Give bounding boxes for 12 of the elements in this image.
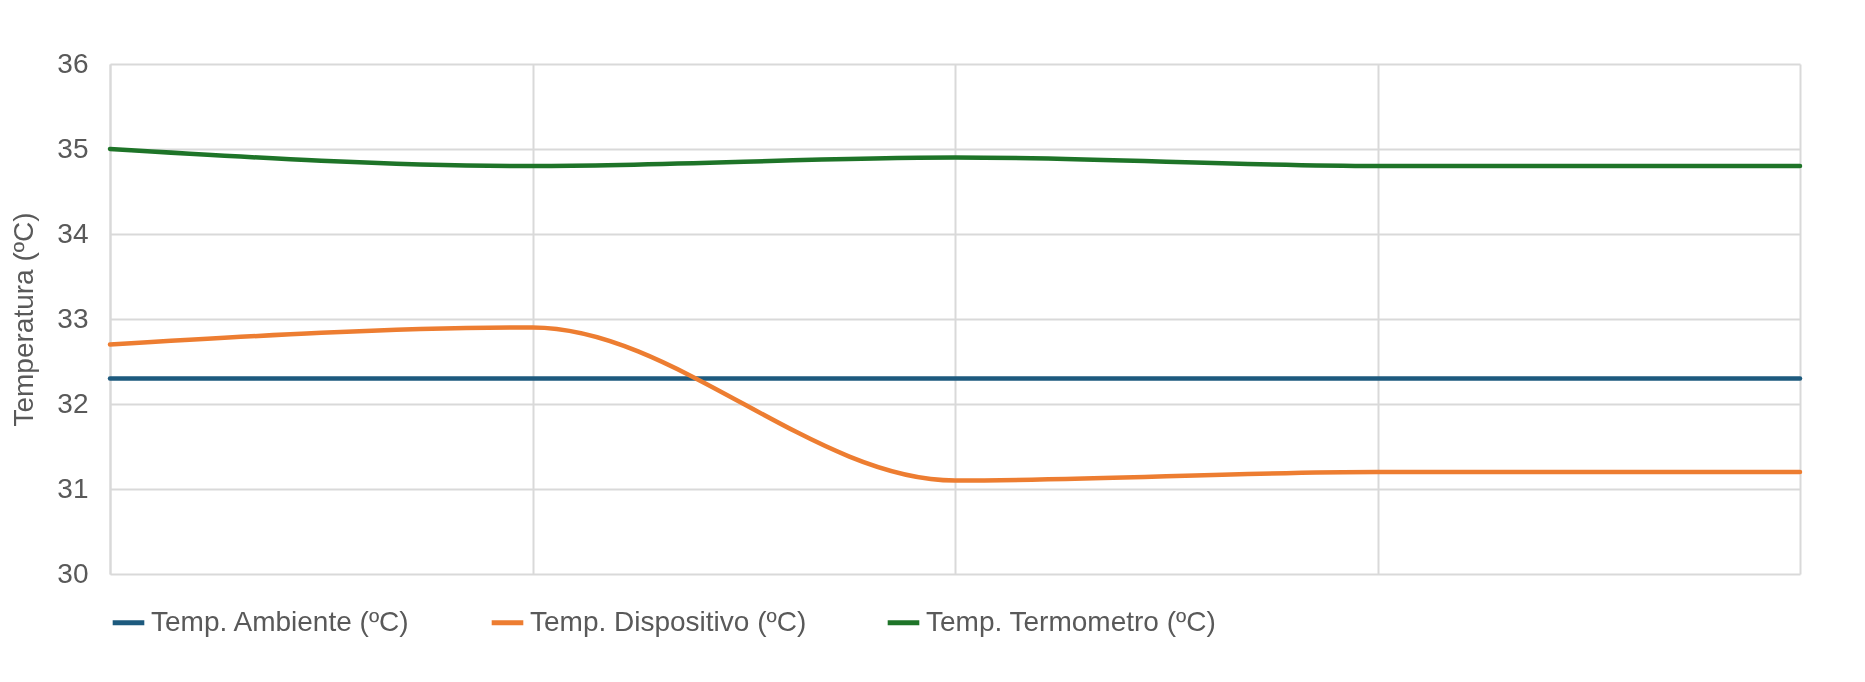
- y-tick-label: 30: [57, 557, 89, 589]
- y-axis-title: Temperatura (ºC): [8, 212, 40, 427]
- y-tick-label: 33: [57, 302, 89, 334]
- legend-label: Temp. Ambiente (ºC): [151, 605, 409, 637]
- line-series: [107, 325, 1803, 483]
- y-tick-label: 31: [57, 472, 89, 504]
- y-tick-label: 34: [57, 217, 89, 249]
- legend-label: Temp. Termometro (ºC): [926, 605, 1216, 637]
- legend-label: Temp. Dispositivo (ºC): [530, 605, 807, 637]
- y-tick-label: 36: [57, 47, 89, 79]
- y-tick-label: 32: [57, 387, 89, 419]
- y-tick-label: 35: [57, 132, 89, 164]
